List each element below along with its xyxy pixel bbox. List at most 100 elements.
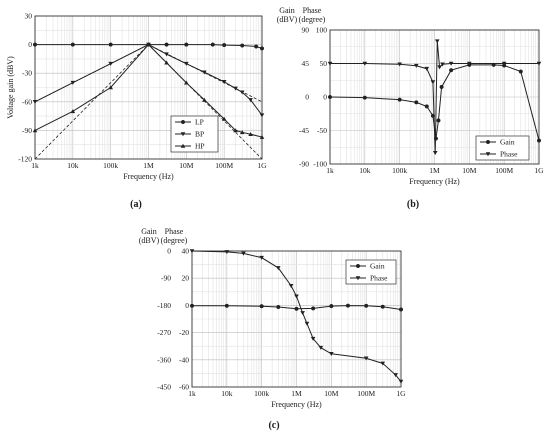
panel-b: 1k 10k 100k 1M 10M 100M 1G -100 -50 0 50 100 -90 -45 0… [277, 6, 544, 186]
data-point-gain [397, 97, 402, 102]
x-axis-title: Frequency (Hz) [271, 400, 322, 409]
legend-label: Gain [370, 262, 385, 271]
y-tick-label: -90 [22, 126, 32, 135]
data-point-gain [345, 303, 351, 308]
data-point-hp [70, 109, 76, 114]
y-tick-label: -50 [317, 126, 327, 135]
plot-frame [34, 15, 263, 160]
data-point-gain [449, 68, 454, 73]
data-point-lp [222, 43, 227, 48]
series-line-phase [191, 250, 402, 382]
data-point-gain [380, 304, 385, 309]
y2-axis-title: Phase [165, 227, 184, 236]
data-point-phase [398, 379, 404, 384]
data-point-lp [108, 42, 113, 47]
data-point-hp [259, 134, 265, 139]
data-point-phase [224, 250, 230, 255]
data-point-gain [189, 303, 195, 308]
legend-marker [355, 263, 361, 269]
data-point-phase [327, 61, 333, 66]
data-point-gain [329, 304, 334, 309]
data-point-phase [275, 266, 281, 271]
data-point-lp [164, 42, 169, 47]
data-point-gain [294, 306, 299, 311]
x-tick-label: 100k [103, 161, 118, 170]
panel-a: 1k 10k 100k 1M 10M 100M 1G -120 -90 -60 -30 0 30 Freq… [6, 12, 267, 182]
data-point-bp [202, 70, 207, 75]
panel-label-b: (b) [407, 199, 419, 210]
data-point-bp [259, 113, 265, 118]
legend-label: HP [195, 142, 205, 151]
data-point-lp [184, 42, 189, 47]
data-point-lp [70, 42, 75, 47]
x-tick-label: 10k [67, 161, 79, 170]
y-axis-title: Gain [141, 227, 157, 236]
data-point-lp [259, 46, 265, 51]
data-point-phase [397, 62, 402, 67]
y-tick-label: 40 [182, 247, 190, 256]
x-tick-label: 10k [221, 389, 233, 398]
data-point-gain [518, 69, 523, 74]
data-point-phase [393, 373, 398, 378]
y2-tick-label: 90 [302, 26, 310, 35]
y-tick-label: -40 [179, 355, 189, 364]
y-tick-label: 0 [185, 301, 189, 310]
data-point-gain [424, 104, 429, 109]
data-point-gain [364, 303, 369, 308]
legend-label: Phase [500, 150, 518, 159]
data-point-gain [398, 307, 404, 312]
y-tick-label: -100 [313, 160, 327, 169]
x-tick-label: 100M [357, 389, 375, 398]
y-tick-label: 20 [182, 274, 190, 283]
x-axis-title: Frequency (Hz) [409, 177, 460, 186]
y2-tick-label: 0 [167, 247, 171, 256]
legend-marker [180, 119, 186, 125]
x-tick-label: 1k [188, 389, 196, 398]
y-axis-title: Voltage gain (dBV) [6, 56, 15, 119]
y-tick-label: -30 [22, 69, 32, 78]
y-tick-label: 100 [316, 26, 328, 35]
y2-tick-label: -270 [157, 328, 171, 337]
data-point-bp [233, 86, 238, 91]
data-point-bp [248, 98, 253, 103]
legend-marker [180, 132, 186, 137]
y-axis-title: Gain [279, 6, 295, 15]
legend-label: BP [195, 130, 204, 139]
panel-c: 1k 10k 100k 1M 10M 100M 1G -60 -40 -20 0 20 40 -450 -3… [139, 227, 406, 409]
y2-tick-label: -90 [299, 160, 309, 169]
data-point-phase [294, 294, 299, 299]
y2-tick-label: 0 [305, 93, 309, 102]
y2-tick-label: -360 [157, 355, 171, 364]
x-tick-label: 10M [179, 161, 194, 170]
y2-axis-unit: (degree) [299, 15, 326, 24]
y-tick-label: 0 [28, 40, 32, 49]
legend-marker [355, 276, 361, 281]
data-point-phase [448, 61, 454, 66]
data-point-hp [108, 85, 113, 90]
data-point-phase [501, 61, 507, 66]
data-point-phase [413, 63, 419, 68]
plot-frame [191, 250, 402, 388]
data-point-gain [259, 304, 264, 309]
x-tick-label: 10k [359, 166, 371, 175]
legend-marker [180, 143, 186, 148]
data-point-gain [536, 138, 542, 143]
y-tick-label: -20 [179, 328, 189, 337]
x-tick-label: 1G [257, 161, 267, 170]
x-tick-label: 100M [495, 166, 513, 175]
data-point-phase [432, 151, 438, 156]
x-tick-label: 1G [534, 166, 544, 175]
y-tick-label: 0 [323, 93, 327, 102]
y-axis-unit: (dBV) [277, 15, 298, 24]
data-point-gain [414, 100, 419, 105]
x-tick-label: 100k [392, 166, 407, 175]
legend-marker [485, 152, 491, 157]
y-tick-label: -60 [179, 383, 189, 392]
data-point-phase [241, 251, 246, 256]
y-tick-label: -120 [18, 155, 32, 164]
data-point-phase [440, 62, 445, 67]
data-point-hp [202, 97, 207, 102]
y-tick-label: 30 [25, 12, 33, 21]
y2-tick-label: -45 [299, 126, 309, 135]
